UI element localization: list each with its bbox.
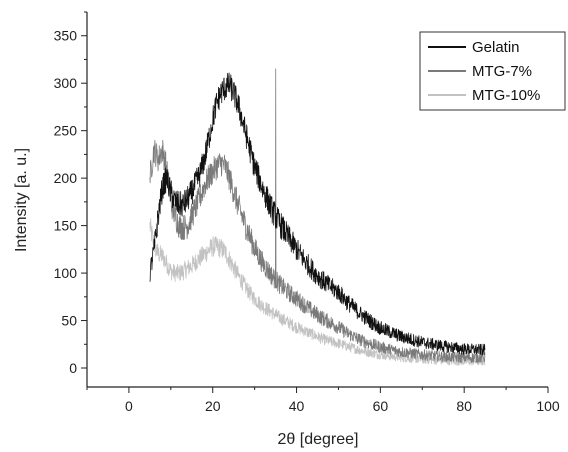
- x-tick-label: 60: [373, 398, 389, 414]
- x-tick-label: 80: [456, 398, 472, 414]
- y-tick-label: 150: [54, 218, 78, 234]
- series-line-1: [149, 68, 486, 364]
- legend-label: MTG-10%: [472, 87, 540, 104]
- y-tick-label: 350: [54, 28, 78, 44]
- x-tick-label: 100: [536, 398, 560, 414]
- y-tick-label: 250: [54, 123, 78, 139]
- y-tick-label: 100: [54, 265, 78, 281]
- y-tick-label: 300: [54, 75, 78, 91]
- x-tick-label: 40: [289, 398, 305, 414]
- legend: Gelatin MTG-7% MTG-10%: [419, 31, 566, 111]
- tick-layer: 0 20 40 60 80 100 0 50 100 150 200 250 300 350: [54, 11, 560, 414]
- y-tick-label: 200: [54, 170, 78, 186]
- series-line-0: [149, 72, 486, 356]
- x-tick-label: 20: [205, 398, 221, 414]
- series-line-2: [149, 218, 486, 366]
- legend-label: MTG-7%: [472, 63, 532, 80]
- y-axis-title: Intensity [a. u.]: [13, 148, 30, 252]
- series-layer: [149, 68, 486, 366]
- legend-label: Gelatin: [472, 39, 520, 56]
- y-tick-label: 50: [61, 313, 77, 329]
- x-axis-title: 2θ [degree]: [278, 431, 359, 448]
- y-tick-label: 0: [69, 360, 77, 376]
- x-tick-label: 0: [125, 398, 133, 414]
